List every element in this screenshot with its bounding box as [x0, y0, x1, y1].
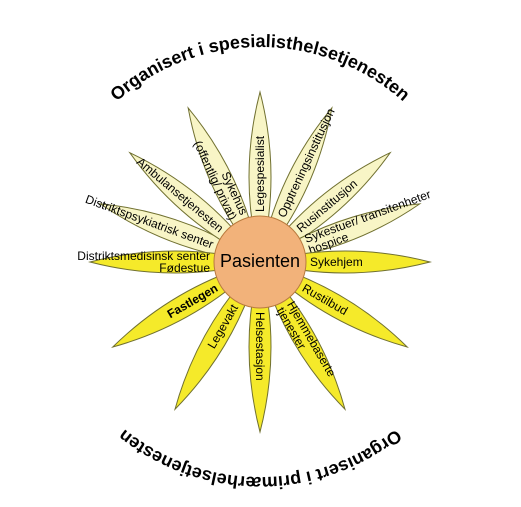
petal-label: Helsestasjon	[253, 312, 267, 381]
petal-label: Legespesialist	[253, 135, 267, 212]
flower-diagram: Distriktspsykiatrisk senterAmbulansetjen…	[0, 0, 521, 507]
center-label: Pasienten	[220, 251, 300, 271]
petal-label: Sykehjem	[310, 255, 363, 269]
bottom-arc-label: Organisert i primærhelsetjenesten	[115, 426, 406, 493]
